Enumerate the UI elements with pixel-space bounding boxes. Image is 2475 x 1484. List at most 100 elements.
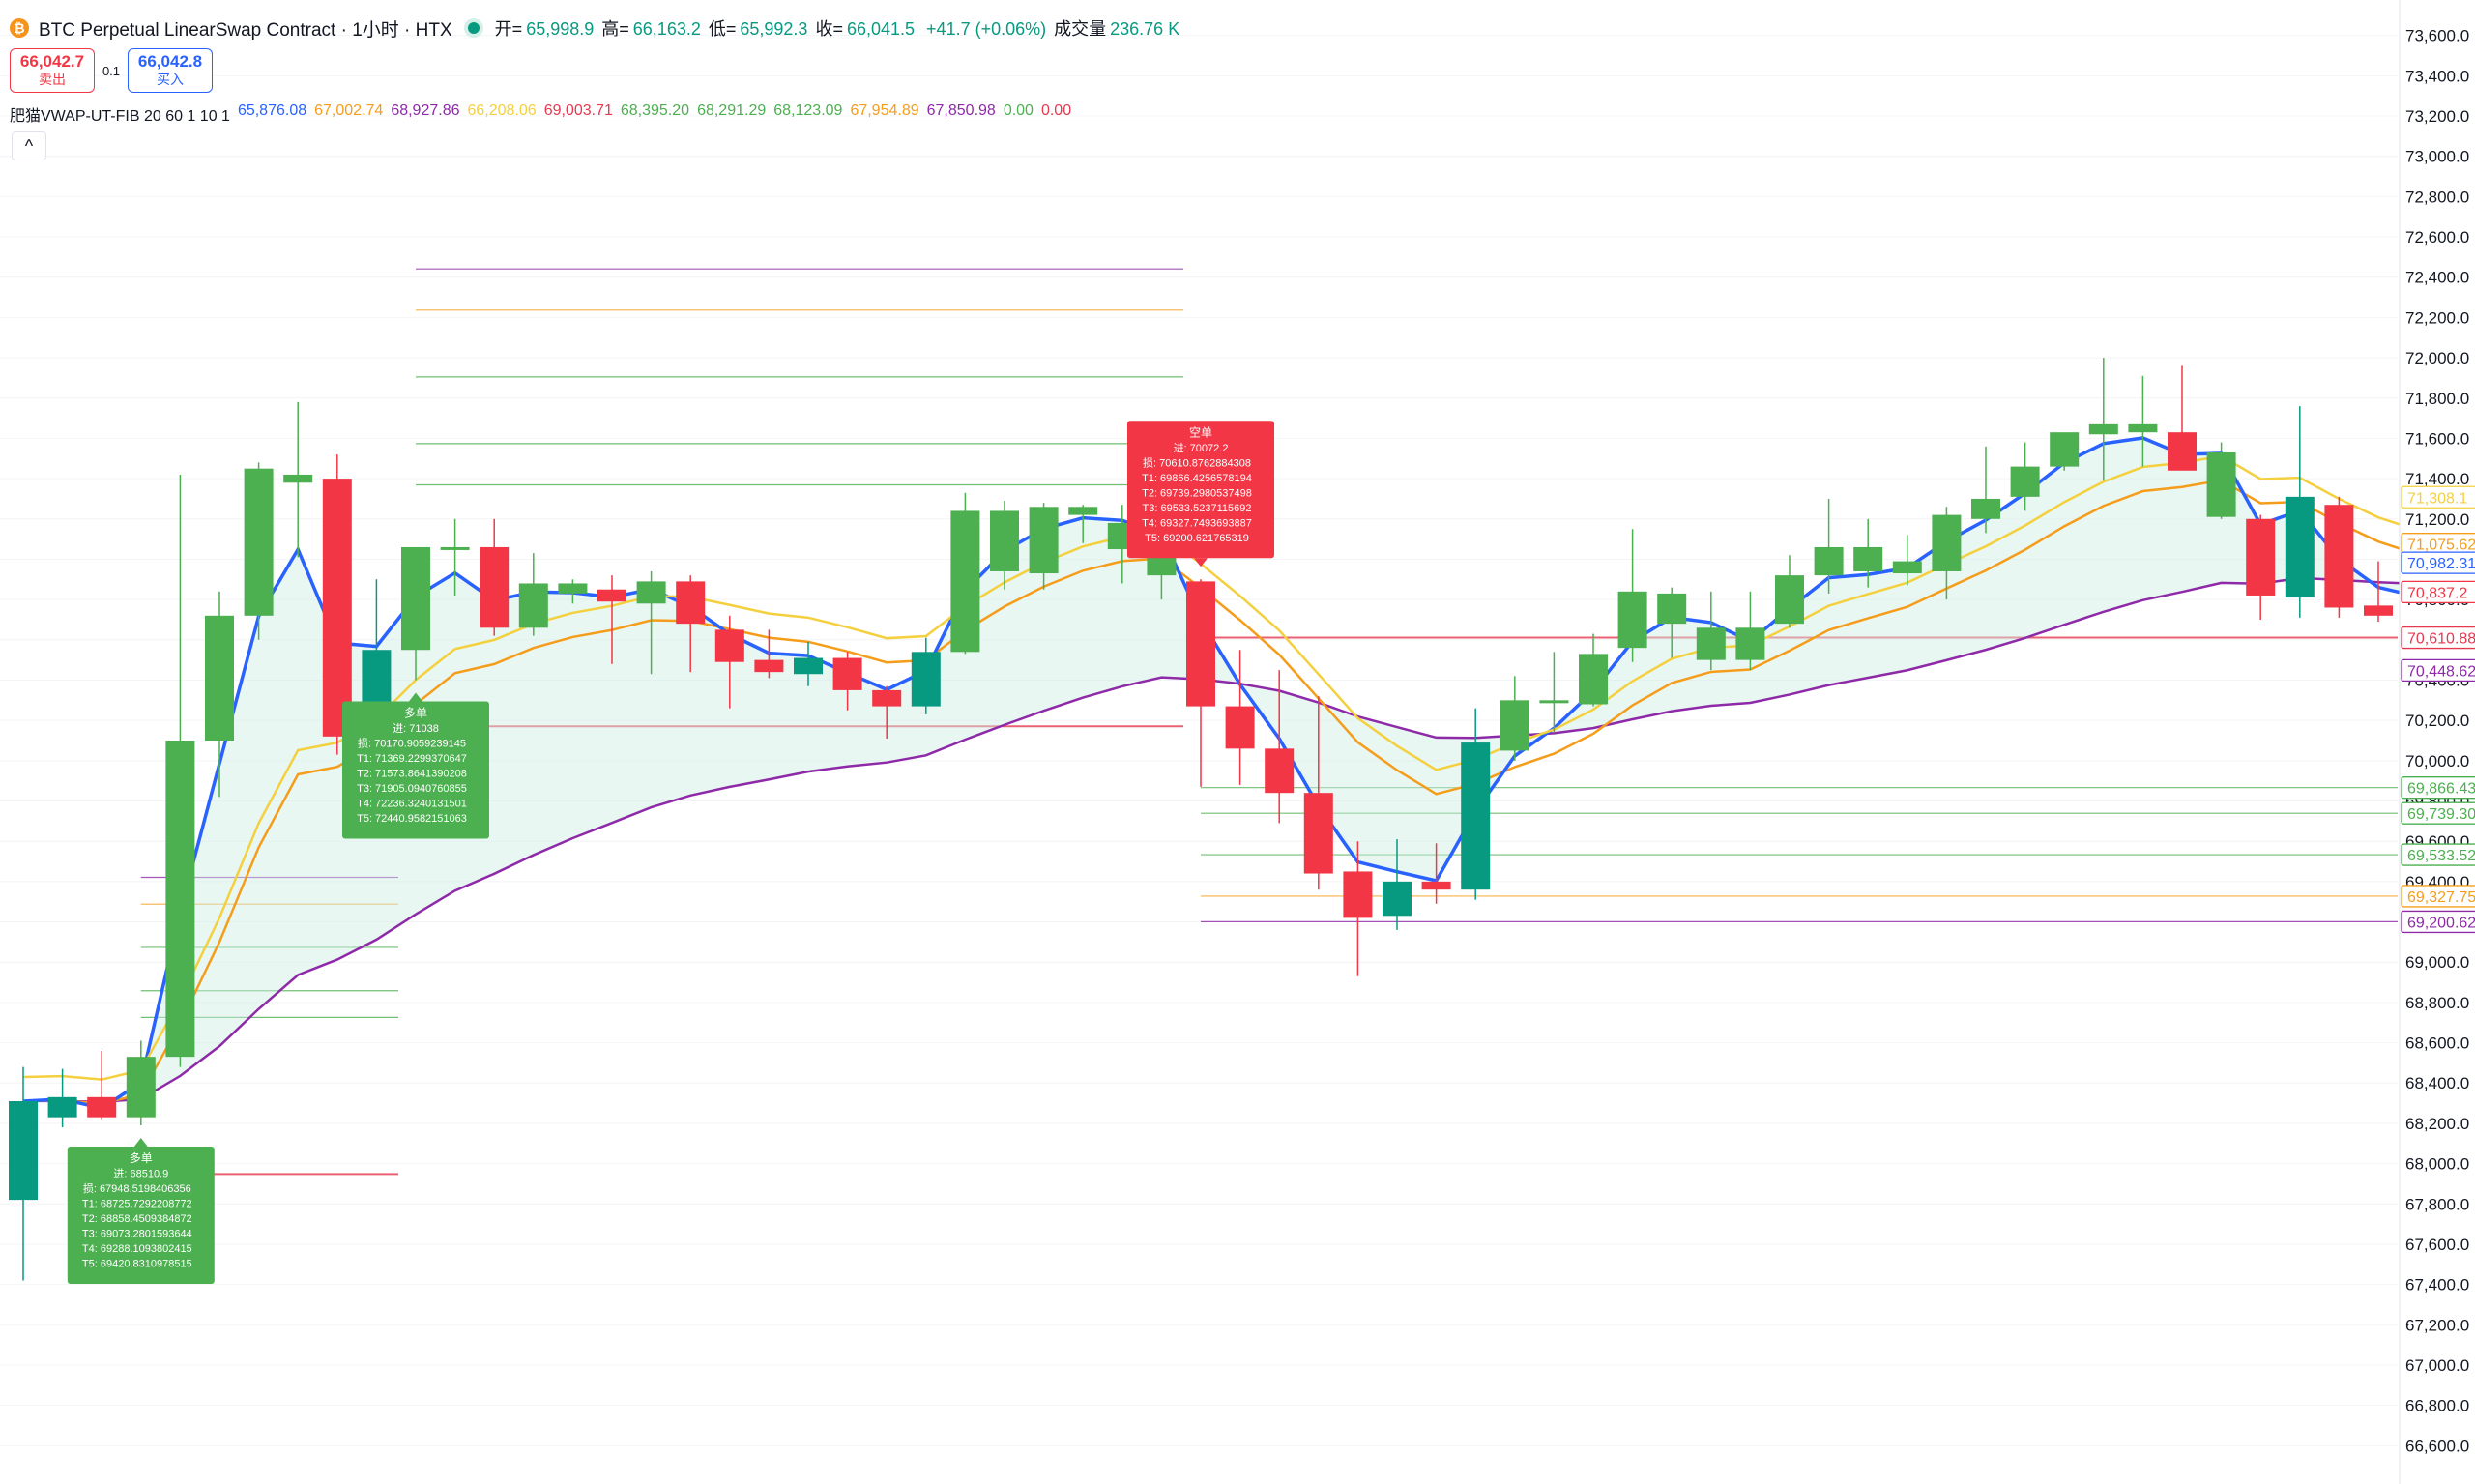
buy-button[interactable]: 66,042.8 买入 — [128, 48, 213, 93]
signal-line: T5: 72440.9582151063 — [357, 813, 467, 825]
sell-button[interactable]: 66,042.7 卖出 — [10, 48, 95, 93]
candle-body — [480, 546, 510, 628]
candle — [676, 575, 706, 673]
candle-body — [1303, 793, 1333, 874]
y-tick-label: 66,600.0 — [2405, 1437, 2469, 1455]
candle-body — [2128, 423, 2158, 433]
candle — [558, 579, 588, 604]
price-level-label: 70,448.62 — [2401, 658, 2475, 683]
candle — [1539, 652, 1569, 733]
price-level-label: 69,327.75 — [2401, 885, 2475, 908]
candle — [1853, 518, 1883, 588]
ut-trail-line — [22, 454, 2418, 1081]
price-level-box — [2401, 776, 2475, 800]
candle — [1225, 650, 1255, 785]
candle-body — [872, 689, 902, 707]
price-level-label: 69,200.62 — [2401, 910, 2475, 934]
candle — [2324, 496, 2354, 618]
buy-label: 买入 — [157, 72, 184, 87]
candle — [1383, 839, 1412, 930]
candle-body — [1265, 748, 1295, 794]
candle-body — [165, 741, 195, 1058]
candle — [754, 629, 784, 679]
candle — [1579, 633, 1608, 707]
ohlc-item: 高= 66,163.2 — [601, 19, 705, 39]
y-tick-label: 72,600.0 — [2405, 228, 2469, 247]
signal-line: T5: 69200.621765319 — [1145, 533, 1249, 544]
sell-label: 卖出 — [39, 72, 66, 87]
y-tick-label: 71,600.0 — [2405, 429, 2469, 448]
candle-body — [1971, 498, 2000, 519]
candle — [2128, 375, 2158, 467]
candle-body — [1657, 593, 1687, 625]
y-tick-label: 72,000.0 — [2405, 349, 2469, 367]
y-tick-label: 68,200.0 — [2405, 1115, 2469, 1133]
candle-body — [401, 546, 430, 651]
candle — [911, 637, 941, 714]
candle — [283, 401, 313, 558]
indicator-value: 67,954.89 — [850, 102, 919, 119]
candle-body — [990, 510, 1019, 571]
signal-labels: 多单进: 68510.9损: 67948.5198406356 T1: 68725… — [67, 421, 1274, 1285]
signal-line: 进: 68510.9 — [113, 1168, 168, 1180]
candle-body — [205, 615, 234, 741]
candle — [518, 553, 548, 636]
price-level-box — [2401, 801, 2475, 825]
candle-body — [1892, 561, 1922, 574]
symbol-title[interactable]: BTC Perpetual LinearSwap Contract · 1小时 … — [39, 19, 452, 41]
price-level-box — [2401, 551, 2475, 574]
candle — [126, 1040, 156, 1126]
candle-body — [518, 583, 548, 628]
short-signal-label: 空单进: 70072.2损: 70610.8762884308 T1: 69866… — [1127, 421, 1274, 567]
candle — [244, 462, 274, 640]
signal-pointer — [409, 692, 422, 702]
candle — [87, 1050, 117, 1120]
y-tick-label: 68,800.0 — [2405, 994, 2469, 1012]
price-level-label: 70,837.2 — [2401, 580, 2475, 604]
signal-line: T5: 69420.8310978515 — [82, 1259, 192, 1270]
candle — [2088, 358, 2118, 481]
y-tick-label: 67,200.0 — [2405, 1316, 2469, 1334]
candle-body — [1735, 627, 1765, 660]
candle-body — [1539, 700, 1569, 704]
candle-body — [1068, 507, 1098, 515]
candle — [1971, 446, 2000, 534]
ohlc-label: 高= — [601, 19, 629, 39]
indicator-value: 68,291.29 — [697, 102, 767, 119]
signal-line: T2: 71573.8641390208 — [357, 768, 467, 779]
signal-line: T4: 72236.3240131501 — [357, 798, 467, 809]
signal-line: T2: 69739.2980537498 — [1142, 487, 1252, 499]
ohlc-value: 65,998.9 — [526, 19, 595, 39]
price-level-box — [2401, 843, 2475, 866]
candle-body — [911, 652, 941, 707]
price-level-text: 70,448.62 — [2407, 663, 2475, 680]
y-tick-label: 68,400.0 — [2405, 1074, 2469, 1092]
signal-line: T2: 68858.4509384872 — [82, 1213, 192, 1225]
candle — [714, 615, 744, 709]
candle — [1421, 843, 1451, 904]
sell-price: 66,042.7 — [19, 52, 85, 71]
candle — [1068, 505, 1098, 543]
candle — [1461, 708, 1491, 900]
candle — [1617, 529, 1647, 662]
signal-line: 损: 67948.5198406356 — [83, 1181, 191, 1195]
indicator-value: 66,208.06 — [467, 102, 537, 119]
chevron-up-icon[interactable]: ^ — [12, 131, 46, 160]
y-tick-label: 69,000.0 — [2405, 953, 2469, 972]
signal-line: 进: 71038 — [393, 722, 439, 735]
y-tick-label: 67,800.0 — [2405, 1195, 2469, 1213]
candle — [2364, 561, 2393, 623]
price-level-label: 70,982.31 — [2401, 551, 2475, 574]
candle — [205, 591, 234, 798]
ohlc-item: 低= 65,992.3 — [709, 19, 812, 39]
indicator-legend[interactable]: 肥猫VWAP-UT-FIB 20 60 1 10 1 65,876.08 67,0… — [10, 102, 1071, 126]
candle-body — [2050, 432, 2080, 467]
price-level-text: 69,200.62 — [2407, 915, 2475, 931]
ohlc-label: 低= — [708, 19, 737, 39]
indicator-value: 0.00 — [1003, 102, 1034, 119]
candle-body — [636, 581, 666, 604]
price-level-label: 71,075.62 — [2401, 533, 2475, 556]
indicator-name[interactable]: 肥猫VWAP-UT-FIB 20 60 1 10 1 — [10, 108, 230, 125]
